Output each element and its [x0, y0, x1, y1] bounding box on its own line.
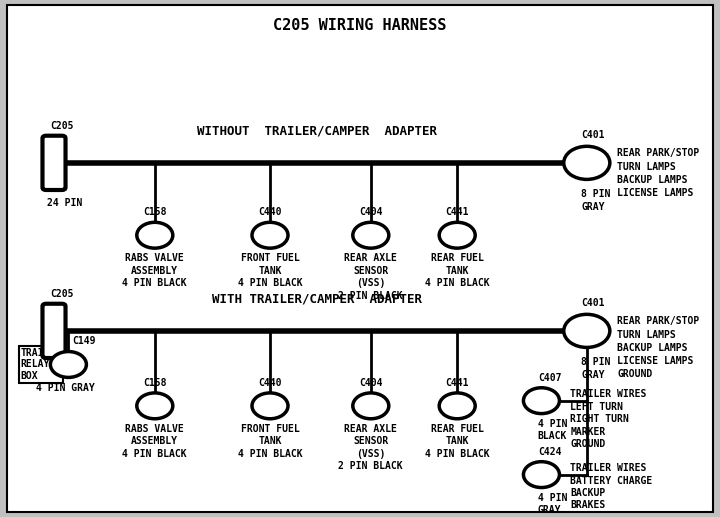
- Text: RABS VALVE
ASSEMBLY
4 PIN BLACK: RABS VALVE ASSEMBLY 4 PIN BLACK: [122, 424, 187, 459]
- Text: WITHOUT  TRAILER/CAMPER  ADAPTER: WITHOUT TRAILER/CAMPER ADAPTER: [197, 124, 437, 137]
- Circle shape: [523, 388, 559, 414]
- Text: REAR PARK/STOP
TURN LAMPS
BACKUP LAMPS
LICENSE LAMPS
GROUND: REAR PARK/STOP TURN LAMPS BACKUP LAMPS L…: [617, 316, 699, 379]
- Circle shape: [564, 146, 610, 179]
- Text: TRAILER WIRES
LEFT TURN
RIGHT TURN
MARKER
GROUND: TRAILER WIRES LEFT TURN RIGHT TURN MARKE…: [570, 389, 647, 449]
- Text: C205 WIRING HARNESS: C205 WIRING HARNESS: [274, 18, 446, 33]
- Text: 8 PIN
GRAY: 8 PIN GRAY: [581, 189, 611, 212]
- Circle shape: [252, 222, 288, 248]
- Text: C440: C440: [258, 207, 282, 217]
- Text: C149: C149: [72, 337, 96, 346]
- Text: C441: C441: [446, 207, 469, 217]
- Text: FRONT FUEL
TANK
4 PIN BLACK: FRONT FUEL TANK 4 PIN BLACK: [238, 253, 302, 288]
- Text: 4 PIN
GRAY: 4 PIN GRAY: [538, 493, 567, 515]
- Circle shape: [252, 393, 288, 419]
- Text: C404: C404: [359, 378, 382, 388]
- Text: C407: C407: [538, 373, 562, 383]
- Text: C401: C401: [581, 130, 605, 140]
- Text: C205: C205: [50, 289, 74, 299]
- Circle shape: [137, 393, 173, 419]
- Text: TRAILER WIRES
BATTERY CHARGE
BACKUP
BRAKES: TRAILER WIRES BATTERY CHARGE BACKUP BRAK…: [570, 463, 652, 510]
- Text: 24 PIN: 24 PIN: [47, 366, 82, 376]
- Text: RABS VALVE
ASSEMBLY
4 PIN BLACK: RABS VALVE ASSEMBLY 4 PIN BLACK: [122, 253, 187, 288]
- Circle shape: [137, 222, 173, 248]
- Circle shape: [50, 352, 86, 377]
- FancyBboxPatch shape: [42, 304, 66, 358]
- Text: 4 PIN GRAY: 4 PIN GRAY: [36, 383, 95, 392]
- Circle shape: [439, 222, 475, 248]
- Text: C441: C441: [446, 378, 469, 388]
- Text: FRONT FUEL
TANK
4 PIN BLACK: FRONT FUEL TANK 4 PIN BLACK: [238, 424, 302, 459]
- Circle shape: [564, 314, 610, 347]
- Text: REAR PARK/STOP
TURN LAMPS
BACKUP LAMPS
LICENSE LAMPS: REAR PARK/STOP TURN LAMPS BACKUP LAMPS L…: [617, 148, 699, 198]
- Text: C401: C401: [581, 298, 605, 308]
- Text: C158: C158: [143, 207, 166, 217]
- Text: C158: C158: [143, 378, 166, 388]
- Text: C424: C424: [538, 447, 562, 457]
- Circle shape: [353, 222, 389, 248]
- Text: C440: C440: [258, 378, 282, 388]
- Text: 8 PIN
GRAY: 8 PIN GRAY: [581, 357, 611, 380]
- FancyBboxPatch shape: [42, 135, 66, 190]
- Text: REAR AXLE
SENSOR
(VSS)
2 PIN BLACK: REAR AXLE SENSOR (VSS) 2 PIN BLACK: [338, 424, 403, 471]
- Circle shape: [439, 393, 475, 419]
- Text: 4 PIN
BLACK: 4 PIN BLACK: [538, 419, 567, 441]
- Text: REAR AXLE
SENSOR
(VSS)
2 PIN BLACK: REAR AXLE SENSOR (VSS) 2 PIN BLACK: [338, 253, 403, 300]
- Text: TRAILER
RELAY
BOX: TRAILER RELAY BOX: [20, 348, 61, 381]
- FancyBboxPatch shape: [7, 5, 713, 512]
- Text: WITH TRAILER/CAMPER  ADAPTER: WITH TRAILER/CAMPER ADAPTER: [212, 292, 422, 305]
- Text: C404: C404: [359, 207, 382, 217]
- Text: C205: C205: [50, 121, 74, 131]
- Text: REAR FUEL
TANK
4 PIN BLACK: REAR FUEL TANK 4 PIN BLACK: [425, 424, 490, 459]
- Circle shape: [523, 462, 559, 488]
- Text: REAR FUEL
TANK
4 PIN BLACK: REAR FUEL TANK 4 PIN BLACK: [425, 253, 490, 288]
- Text: 24 PIN: 24 PIN: [47, 198, 82, 208]
- Circle shape: [353, 393, 389, 419]
